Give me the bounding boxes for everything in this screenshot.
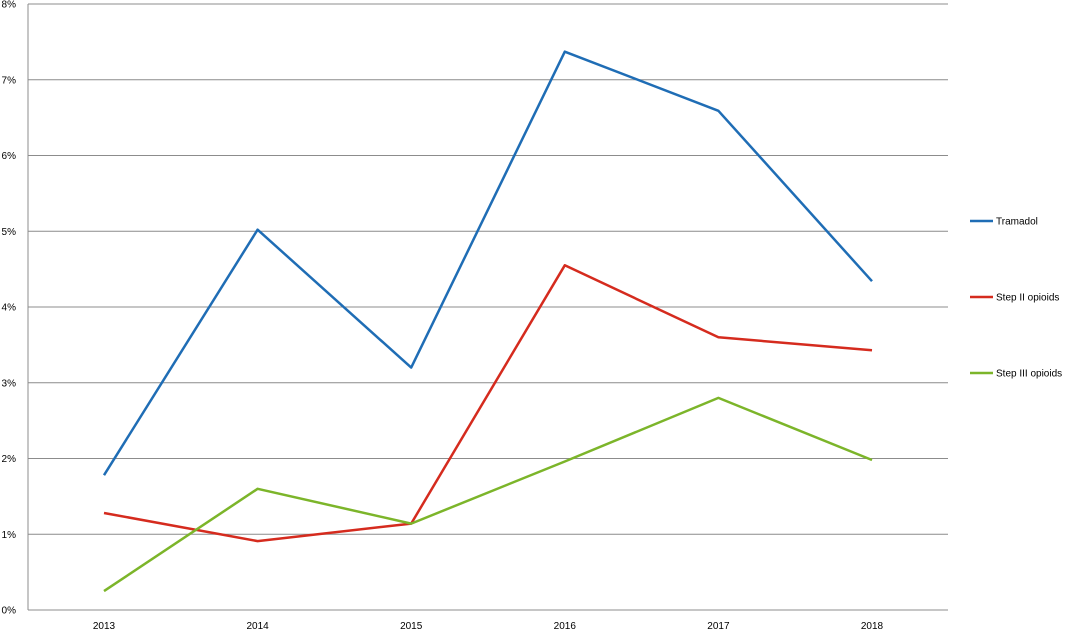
- legend-label: Step III opioids: [996, 369, 1062, 380]
- x-tick-label: 2015: [400, 621, 423, 631]
- y-axis-tick-labels: 0% 1% 2% 3% 4% 5% 6% 7% 8%: [2, 0, 17, 617]
- y-tick-label: 2%: [2, 454, 17, 465]
- series-line-3: [103, 396, 873, 593]
- axes: [27, 4, 948, 611]
- legend-label: Step II opioids: [996, 293, 1059, 304]
- series-line-2: [103, 264, 873, 543]
- series-lines: [102, 50, 873, 593]
- y-tick-label: 6%: [2, 151, 17, 162]
- legend: Tramadol Step II opioids Step III opioids: [970, 217, 1062, 380]
- gridlines: [28, 3, 948, 535]
- y-tick-label: 8%: [2, 0, 17, 11]
- series-line-1: [102, 50, 873, 476]
- x-tick-label: 2013: [93, 621, 116, 631]
- y-tick-label: 5%: [2, 227, 17, 238]
- y-tick-label: 1%: [2, 530, 17, 541]
- x-axis-tick-labels: 2013 2014 2015 2016 2017 2018: [93, 621, 884, 632]
- x-tick-label: 2018: [861, 621, 884, 631]
- legend-label: Tramadol: [996, 217, 1038, 228]
- y-tick-label: 0%: [2, 606, 17, 617]
- y-tick-label: 4%: [2, 303, 17, 314]
- x-tick-label: 2014: [246, 621, 269, 631]
- x-tick-label: 2017: [707, 621, 730, 631]
- y-tick-label: 3%: [2, 378, 17, 389]
- y-tick-label: 7%: [2, 75, 17, 86]
- x-tick-label: 2016: [554, 621, 577, 631]
